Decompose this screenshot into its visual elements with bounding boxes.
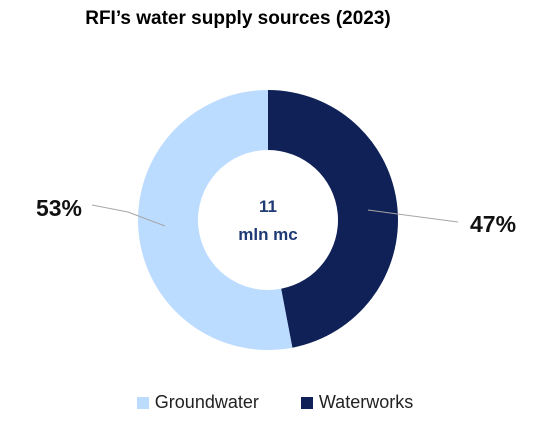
legend-swatch-groundwater [136,396,149,409]
legend-item-waterworks: Waterworks [300,392,414,413]
leader-line-groundwater [91,204,166,227]
legend-label-waterworks: Waterworks [318,392,414,412]
center-unit-label: mln mc [238,225,298,244]
center-value-label: 11 [259,197,277,216]
leader-line-waterworks [367,209,459,223]
data-label-waterworks: 47% [470,211,516,237]
slices-layer [138,90,399,350]
legend: Groundwater Waterworks [0,392,550,413]
legend-label-groundwater: Groundwater [154,392,259,412]
leader-lines [91,204,459,227]
slice-waterworks [268,90,399,348]
legend-swatch-waterworks [300,396,313,409]
slice-groundwater [138,90,293,350]
legend-item-groundwater: Groundwater [136,392,259,413]
chart-title: RFI’s water supply sources (2023) [85,8,391,29]
data-labels: 47% 53% [36,195,516,237]
data-label-groundwater: 53% [36,195,82,221]
